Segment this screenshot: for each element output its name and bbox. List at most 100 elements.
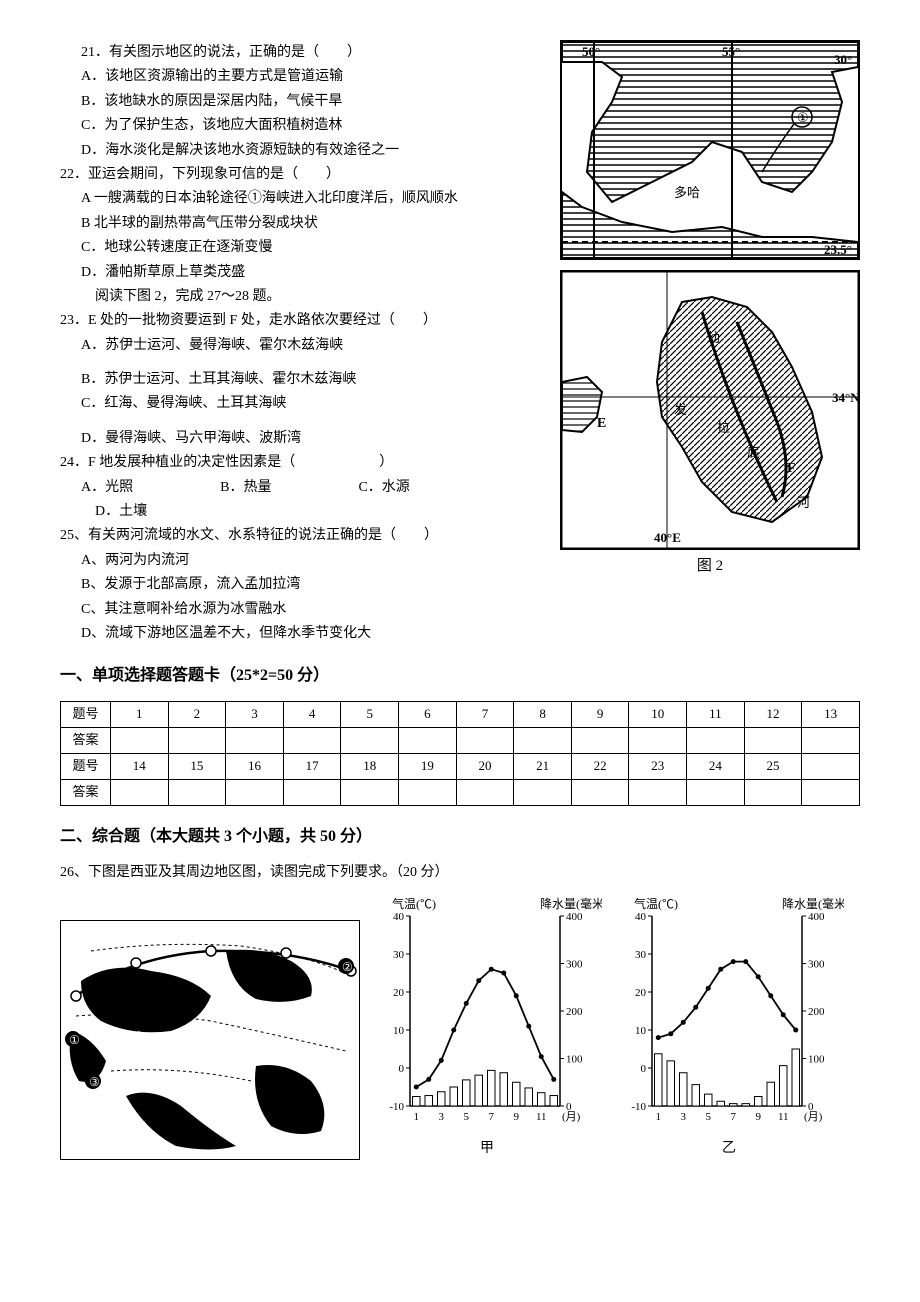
answer-card-table: 题号12345678910111213 答案 题号141516171819202… xyxy=(60,701,860,806)
answer-cell[interactable] xyxy=(456,779,514,805)
svg-text:20: 20 xyxy=(393,987,405,999)
answer-cell[interactable] xyxy=(226,727,284,753)
answer-cell[interactable] xyxy=(283,727,341,753)
svg-text:40: 40 xyxy=(635,911,647,923)
svg-text:伊兹密尔: 伊兹密尔 xyxy=(99,1029,147,1044)
qnum: 21 xyxy=(514,753,572,779)
qnum: 14 xyxy=(111,753,169,779)
q22-stem: 22．亚运会期间，下列现象可信的是（ ） xyxy=(60,164,550,186)
answer-cell[interactable] xyxy=(226,779,284,805)
map1-persian-gulf: 50° 55° 30° 23.5° 多哈 ① xyxy=(560,40,860,260)
q23-b: B．苏伊士运河、土耳其海峡、霍尔木兹海峡 xyxy=(60,369,550,391)
svg-text:1: 1 xyxy=(656,1111,662,1123)
q23-c: C．红海、曼得海峡、土耳其海峡 xyxy=(60,393,550,415)
svg-text:气温(℃): 气温(℃) xyxy=(634,896,678,911)
svg-text:(月): (月) xyxy=(562,1111,581,1123)
svg-text:7: 7 xyxy=(731,1111,737,1123)
answer-cell[interactable] xyxy=(744,727,802,753)
answer-cell[interactable] xyxy=(399,727,457,753)
svg-text:30: 30 xyxy=(635,949,647,961)
svg-text:23.5°: 23.5° xyxy=(824,242,852,257)
svg-text:300: 300 xyxy=(808,958,825,970)
answer-cell[interactable] xyxy=(111,727,169,753)
q21-b: B．该地缺水的原因是深居内陆，气候干旱 xyxy=(60,91,550,113)
svg-text:①: ① xyxy=(797,110,809,125)
q22-a: A 一艘满载的日本油轮途径①海峡进入北印度洋后，顺风顺水 xyxy=(60,188,550,210)
answer-cell[interactable] xyxy=(571,727,629,753)
q21-stem: 21．有关图示地区的说法，正确的是（ ） xyxy=(60,42,550,64)
q21-a: A．该地区资源输出的主要方式是管道运输 xyxy=(60,66,550,88)
answer-cell[interactable] xyxy=(629,727,687,753)
answer-cell[interactable] xyxy=(111,779,169,805)
svg-text:200: 200 xyxy=(808,1006,825,1018)
jia-label: 甲 xyxy=(372,1138,602,1160)
answer-cell[interactable] xyxy=(168,727,226,753)
qnum: 3 xyxy=(226,701,284,727)
q24-c: C．水源 xyxy=(358,480,409,495)
q23-a: A．苏伊士运河、曼得海峡、霍尔木兹海峡 xyxy=(60,335,550,357)
qnum: 17 xyxy=(283,753,341,779)
answer-cell[interactable] xyxy=(571,779,629,805)
qnum: 2 xyxy=(168,701,226,727)
answer-cell[interactable] xyxy=(802,779,860,805)
qnum: 23 xyxy=(629,753,687,779)
qnum: 7 xyxy=(456,701,514,727)
svg-text:底: 底 xyxy=(747,445,760,460)
answer-cell[interactable] xyxy=(514,727,572,753)
answer-cell[interactable] xyxy=(168,779,226,805)
svg-text:10: 10 xyxy=(393,1025,405,1037)
svg-text:11: 11 xyxy=(536,1111,547,1123)
qnum: 24 xyxy=(687,753,745,779)
svg-text:34°N: 34°N xyxy=(832,390,858,405)
svg-text:3: 3 xyxy=(439,1111,445,1123)
answer-cell[interactable] xyxy=(687,727,745,753)
svg-text:400: 400 xyxy=(566,911,583,923)
qnum: 18 xyxy=(341,753,399,779)
svg-text:40°E: 40°E xyxy=(654,530,681,545)
q25-d: D、流域下游地区温差不大，但降水季节变化大 xyxy=(60,623,550,645)
svg-text:0: 0 xyxy=(641,1063,647,1075)
svg-text:300: 300 xyxy=(566,958,583,970)
row4-hdr: 答案 xyxy=(61,779,111,805)
qnum: 8 xyxy=(514,701,572,727)
climate-chart-yi: -100102030400100200300400气温(℃)降水量(毫米)135… xyxy=(614,894,844,1134)
q24-options: A．光照 B．热量 C．水源 xyxy=(60,477,550,499)
answer-cell[interactable] xyxy=(399,779,457,805)
svg-text:气温(℃): 气温(℃) xyxy=(392,896,436,911)
svg-text:-10: -10 xyxy=(631,1101,646,1113)
answer-cell[interactable] xyxy=(341,727,399,753)
answer-cell[interactable] xyxy=(341,779,399,805)
answer-cell[interactable] xyxy=(456,727,514,753)
q24-d: D．土壤 xyxy=(60,501,550,523)
answer-cell[interactable] xyxy=(744,779,802,805)
row2-hdr: 答案 xyxy=(61,727,111,753)
svg-text:7: 7 xyxy=(489,1111,495,1123)
svg-text:30: 30 xyxy=(393,949,405,961)
svg-text:河: 河 xyxy=(797,495,810,510)
svg-text:9: 9 xyxy=(514,1111,520,1123)
yi-label: 乙 xyxy=(614,1138,844,1160)
svg-text:100: 100 xyxy=(808,1053,825,1065)
svg-text:40: 40 xyxy=(393,911,405,923)
qnum: 19 xyxy=(399,753,457,779)
answer-cell[interactable] xyxy=(802,727,860,753)
q24-b: B．热量 xyxy=(220,480,271,495)
svg-text:10: 10 xyxy=(635,1025,647,1037)
q23-stem: 23．E 处的一批物资要运到 F 处，走水路依次要经过（ ） xyxy=(60,310,550,332)
section2-title: 二、综合题（本大题共 3 个小题，共 50 分） xyxy=(60,824,860,850)
answer-cell[interactable] xyxy=(629,779,687,805)
svg-text:幼: 幼 xyxy=(707,330,720,345)
svg-text:多哈: 多哈 xyxy=(674,185,700,200)
answer-cell[interactable] xyxy=(514,779,572,805)
svg-text:5: 5 xyxy=(706,1111,712,1123)
svg-text:降水量(毫米): 降水量(毫米) xyxy=(540,896,602,911)
svg-text:200: 200 xyxy=(566,1006,583,1018)
svg-text:20: 20 xyxy=(635,987,647,999)
q25-b: B、发源于北部高原，流入孟加拉湾 xyxy=(60,574,550,596)
q24-stem: 24．F 地发展种植业的决定性因素是（ ） xyxy=(60,452,550,474)
answer-cell[interactable] xyxy=(283,779,341,805)
svg-text:(月): (月) xyxy=(804,1111,823,1123)
answer-cell[interactable] xyxy=(687,779,745,805)
row1-hdr: 题号 xyxy=(61,701,111,727)
qnum xyxy=(802,753,860,779)
